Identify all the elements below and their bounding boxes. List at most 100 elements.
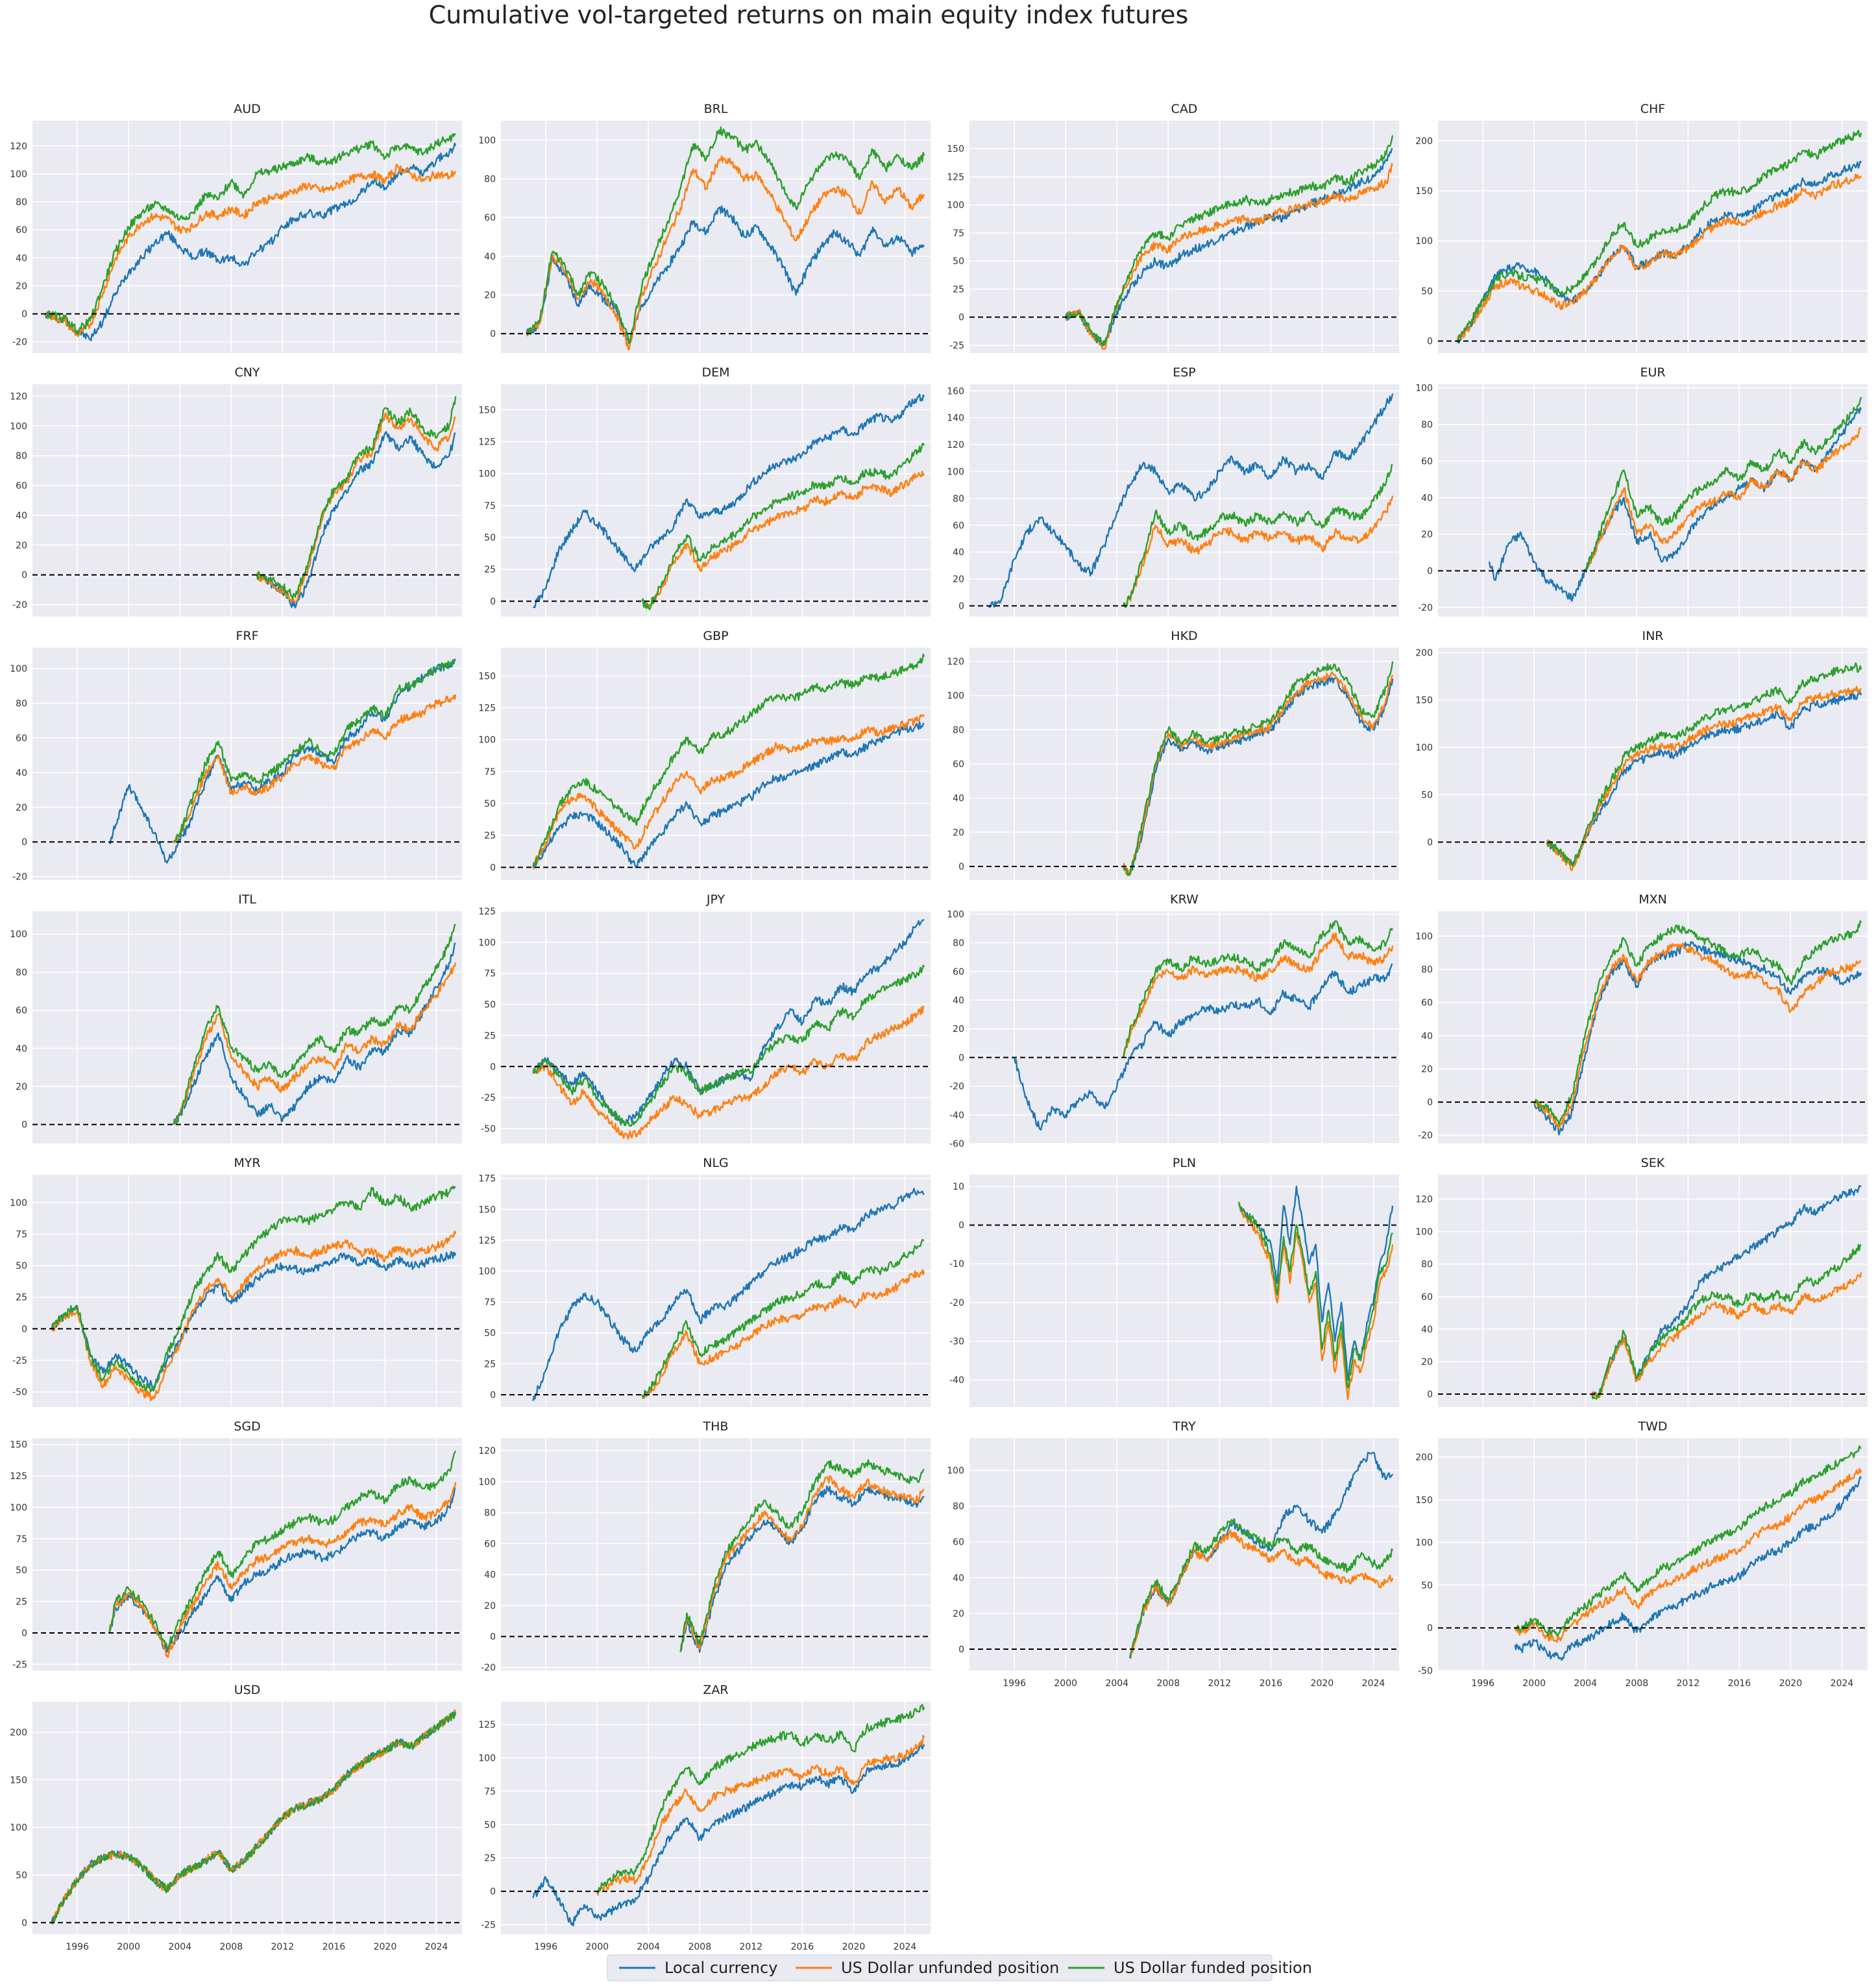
- x-tick-label: 2012: [1208, 1678, 1232, 1689]
- panel-title: MYR: [234, 1156, 260, 1170]
- y-tick-label: 125: [478, 1720, 496, 1730]
- series-group: [1533, 920, 1862, 1136]
- panel-esp: 0 20 40 60 80 100 120 140 160 ESP: [947, 365, 1399, 617]
- y-tick-label: 100: [478, 735, 496, 746]
- y-tick-label: 60: [953, 1538, 964, 1548]
- y-tick-label: 60: [953, 521, 964, 531]
- series-line-usd-unfunded: [1237, 1203, 1394, 1401]
- y-tick-label: 75: [953, 228, 964, 239]
- series-line-usd-funded: [1515, 1445, 1862, 1637]
- series-line-usd-unfunded: [1591, 1271, 1862, 1399]
- series-line-local-currency: [1514, 1476, 1862, 1661]
- x-tick-label: 1996: [534, 1942, 557, 1952]
- x-tick-label: 2004: [1105, 1678, 1128, 1689]
- y-tick-label: 20: [953, 1024, 964, 1035]
- series-line-usd-unfunded: [526, 155, 925, 350]
- x-tick-label: 2000: [1054, 1678, 1077, 1689]
- y-tick-label: 0: [958, 601, 964, 611]
- y-tick-label: 0: [958, 862, 964, 872]
- y-tick-label: 175: [478, 1174, 496, 1184]
- series-group: [1122, 661, 1394, 877]
- y-tick-label: 20: [1421, 530, 1433, 540]
- panel-title: NLG: [703, 1156, 729, 1170]
- panel-nlg: 0 25 50 75 100 125 150 175 NLG: [478, 1156, 931, 1407]
- y-tick-label: 0: [21, 1918, 27, 1928]
- x-tick-label: 2004: [1574, 1678, 1597, 1689]
- plot-area: [32, 648, 462, 880]
- y-tick-label: 40: [953, 794, 964, 804]
- y-tick-label: 75: [16, 1534, 27, 1545]
- plot-area: [1438, 121, 1868, 353]
- series-group: [532, 393, 925, 611]
- plot-area: [1438, 1438, 1868, 1671]
- x-tick-label: 2020: [1779, 1678, 1803, 1689]
- y-tick-label: 40: [484, 1570, 496, 1580]
- y-tick-label: 80: [16, 698, 27, 709]
- y-tick-label: 25: [484, 1854, 496, 1864]
- panel-title: ZAR: [703, 1683, 728, 1697]
- y-tick-label: 150: [1415, 695, 1433, 705]
- y-tick-label: 0: [958, 1645, 964, 1655]
- panel-title: KRW: [1170, 892, 1199, 907]
- plot-area: [501, 1175, 931, 1407]
- legend-label: US Dollar funded position: [1114, 1959, 1312, 1977]
- y-tick-label: 60: [484, 1539, 496, 1549]
- y-tick-label: 100: [1415, 931, 1433, 942]
- panel-twd: -50 0 50 100 150 200 TWD 1996 2000 2004 2008 2012 20…: [1415, 1419, 1868, 1689]
- series-line-usd-funded: [641, 1239, 925, 1399]
- panel-title: FRF: [236, 629, 258, 643]
- y-tick-label: 40: [1421, 1031, 1433, 1042]
- y-tick-label: -25: [12, 1660, 27, 1670]
- series-line-usd-funded: [51, 1185, 456, 1393]
- plot-area: [32, 384, 462, 617]
- y-tick-label: 100: [947, 691, 964, 702]
- y-tick-label: 100: [10, 1502, 27, 1513]
- y-tick-label: 25: [484, 1031, 496, 1041]
- y-tick-label: 20: [1421, 1357, 1433, 1367]
- y-tick-label: 75: [484, 1787, 496, 1797]
- series-line-local-currency: [526, 205, 925, 345]
- x-tick-label: 2016: [1728, 1678, 1751, 1689]
- y-tick-label: -20: [12, 337, 27, 348]
- y-tick-label: 25: [484, 1359, 496, 1369]
- legend: Local currency US Dollar unfunded positio…: [607, 1954, 1312, 1981]
- series-line-usd-funded: [1546, 662, 1862, 867]
- y-tick-label: 0: [490, 1062, 496, 1072]
- y-tick-label: 60: [16, 481, 27, 491]
- panel-dem: 0 25 50 75 100 125 150 DEM: [478, 365, 931, 617]
- y-tick-label: 100: [10, 169, 27, 180]
- y-tick-label: 50: [16, 1261, 27, 1271]
- y-tick-label: 25: [16, 1293, 27, 1303]
- y-tick-label: 100: [478, 938, 496, 948]
- y-tick-label: 20: [1421, 1064, 1433, 1075]
- x-tick-label: 2012: [740, 1942, 763, 1952]
- series-line-usd-unfunded: [44, 164, 457, 337]
- panel-title: SGD: [234, 1419, 260, 1434]
- series-line-usd-unfunded: [173, 694, 457, 844]
- y-tick-label: 20: [16, 541, 27, 551]
- panel-frf: -20 0 20 40 60 80 100 FRF: [10, 629, 462, 883]
- y-tick-label: 100: [478, 136, 496, 146]
- y-tick-label: -20: [949, 1298, 964, 1308]
- y-tick-label: 50: [484, 799, 496, 809]
- y-tick-label: 100: [478, 1267, 496, 1277]
- x-tick-label: 2000: [1522, 1678, 1546, 1689]
- y-tick-label: 60: [953, 967, 964, 977]
- series-line-local-currency: [51, 1251, 457, 1390]
- y-tick-label: 100: [947, 1466, 964, 1477]
- y-tick-label: 120: [947, 440, 964, 450]
- y-tick-label: 0: [490, 329, 496, 339]
- y-tick-label: 120: [10, 141, 27, 152]
- y-tick-label: 50: [484, 1820, 496, 1830]
- x-tick-label: 2024: [425, 1942, 448, 1952]
- panel-pln: -40 -30 -20 -10 0 10 PLN: [949, 1156, 1399, 1407]
- x-tick-label: 2000: [585, 1942, 609, 1952]
- y-tick-label: 50: [484, 533, 496, 543]
- y-tick-label: 25: [484, 831, 496, 841]
- y-tick-label: 80: [1421, 420, 1433, 430]
- y-tick-label: 0: [21, 1628, 27, 1639]
- series-group: [532, 1188, 925, 1401]
- plot-area: [32, 911, 462, 1144]
- x-tick-label: 2020: [1311, 1678, 1334, 1689]
- y-tick-label: 50: [1421, 1580, 1433, 1591]
